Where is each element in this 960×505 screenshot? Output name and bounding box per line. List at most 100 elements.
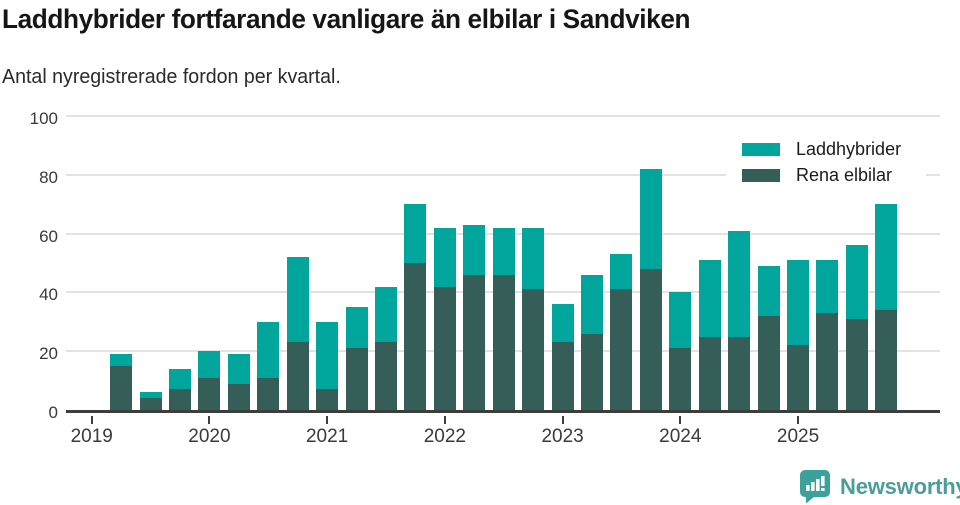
y-axis-labels: 0 20 40 60 80 100 <box>6 109 58 422</box>
bar-segment-laddhybrider <box>198 351 221 378</box>
plot-area <box>66 115 940 413</box>
y-axis-label-0: 0 <box>48 403 58 422</box>
bar-segment-laddhybrider <box>492 227 515 275</box>
bar-2024-q2 <box>698 260 721 410</box>
bar-2024-q1 <box>669 292 692 410</box>
bar-segment-laddhybrider <box>139 392 162 399</box>
legend-label: Laddhybrider <box>796 138 902 159</box>
bar-segment-laddhybrider <box>639 168 662 269</box>
bar-2020-q2 <box>227 354 250 410</box>
gridline-80 <box>66 173 940 176</box>
bar-2025-q3 <box>845 245 868 410</box>
x-axis-label-2020: 2020 <box>188 426 231 447</box>
y-axis-label-20: 20 <box>39 344 58 364</box>
x-tick-2025 <box>797 416 800 424</box>
bar-segment-laddhybrider <box>463 224 486 275</box>
bar-2021-q4 <box>404 204 427 410</box>
bar-segment-laddhybrider <box>610 254 633 290</box>
bar-segment-rena-elbilar <box>139 398 162 410</box>
bar-segment-rena-elbilar <box>816 312 839 410</box>
bar-segment-laddhybrider <box>669 292 692 349</box>
bar-segment-laddhybrider <box>816 260 839 313</box>
bar-2020-q3 <box>257 321 280 410</box>
bar-2023-q1 <box>551 304 574 410</box>
laddhybrider-swatch-icon <box>742 142 780 156</box>
bar-segment-rena-elbilar <box>581 333 603 410</box>
bar-segment-laddhybrider <box>286 257 309 343</box>
bar-segment-laddhybrider <box>375 286 397 343</box>
bar-segment-rena-elbilar <box>787 345 810 410</box>
bar-2025-q1 <box>787 260 810 410</box>
x-axis: 2019 2020 2021 2022 2023 2024 2025 <box>66 416 940 461</box>
bar-2019-q4 <box>168 368 191 410</box>
bar-segment-rena-elbilar <box>610 289 633 410</box>
brand-name: Newsworthy <box>840 473 960 499</box>
bar-segment-rena-elbilar <box>522 289 545 410</box>
x-axis-label-2025: 2025 <box>776 426 820 447</box>
bar-segment-laddhybrider <box>698 260 721 337</box>
bar-segment-laddhybrider <box>581 274 603 334</box>
bar-segment-rena-elbilar <box>492 274 515 410</box>
bar-2022-q2 <box>463 224 486 410</box>
page-title: Laddhybrider fortfarande vanligare än el… <box>2 4 691 34</box>
x-tick-2024 <box>679 416 682 424</box>
bar-segment-laddhybrider <box>316 321 339 390</box>
bar-2023-q3 <box>610 254 633 410</box>
bar-segment-laddhybrider <box>551 304 574 343</box>
bar-2024-q3 <box>728 230 751 410</box>
legend-label: Rena elbilar <box>796 164 893 185</box>
bar-segment-rena-elbilar <box>404 263 427 410</box>
legend: Laddhybrider Rena elbilar <box>726 132 926 192</box>
bar-2022-q3 <box>492 227 515 410</box>
y-axis-label-80: 80 <box>39 167 58 187</box>
bar-2021-q1 <box>316 321 339 410</box>
bar-segment-rena-elbilar <box>845 318 868 410</box>
bar-segment-rena-elbilar <box>345 348 368 410</box>
bar-segment-rena-elbilar <box>433 286 456 410</box>
x-tick-2022 <box>443 416 446 424</box>
bar-2022-q4 <box>522 227 545 410</box>
bar-segment-laddhybrider <box>345 307 368 349</box>
bar-2020-q4 <box>286 257 309 410</box>
bar-segment-rena-elbilar <box>375 342 397 410</box>
y-axis-label-60: 60 <box>39 226 58 246</box>
newsworthy-speech-bubble-barchart-icon <box>800 470 830 504</box>
bar-segment-laddhybrider <box>110 354 133 366</box>
bar-segment-rena-elbilar <box>198 377 221 410</box>
bar-segment-rena-elbilar <box>698 336 721 410</box>
newsworthy-logo: Newsworthy <box>798 469 960 504</box>
rena-elbilar-swatch-icon <box>742 168 780 182</box>
y-axis-label-100: 100 <box>29 109 58 128</box>
legend-item-rena-elbilar: Rena elbilar <box>742 162 924 188</box>
x-tick-2019 <box>90 416 93 424</box>
bar-2019-q2 <box>110 354 133 410</box>
bar-segment-rena-elbilar <box>463 274 486 410</box>
bar-segment-laddhybrider <box>168 368 191 390</box>
x-tick-2020 <box>208 416 211 424</box>
bar-segment-laddhybrider <box>257 321 280 378</box>
bar-2020-q1 <box>198 351 221 410</box>
bar-segment-rena-elbilar <box>639 268 662 410</box>
bar-segment-laddhybrider <box>404 204 427 263</box>
bar-segment-rena-elbilar <box>257 377 280 410</box>
bar-2025-q2 <box>816 260 839 410</box>
bar-segment-rena-elbilar <box>728 336 751 410</box>
bar-segment-rena-elbilar <box>227 383 250 410</box>
legend-item-laddhybrider: Laddhybrider <box>742 136 924 162</box>
bar-2023-q4 <box>639 168 662 410</box>
bar-segment-laddhybrider <box>728 230 751 337</box>
bar-segment-rena-elbilar <box>316 389 339 410</box>
x-axis-label-2023: 2023 <box>541 426 584 447</box>
y-axis-label-40: 40 <box>39 285 58 305</box>
bar-segment-laddhybrider <box>522 227 545 290</box>
bar-2021-q2 <box>345 307 368 410</box>
x-tick-2023 <box>561 416 564 424</box>
x-tick-2021 <box>326 416 329 424</box>
bar-2021-q3 <box>375 286 397 410</box>
chart-subtitle: Antal nyregistrerade fordon per kvartal. <box>2 66 341 88</box>
x-axis-label-2024: 2024 <box>659 426 702 447</box>
bar-segment-rena-elbilar <box>757 315 780 410</box>
bar-segment-laddhybrider <box>757 265 780 316</box>
gridline-100 <box>66 115 940 117</box>
bar-segment-rena-elbilar <box>110 365 133 410</box>
